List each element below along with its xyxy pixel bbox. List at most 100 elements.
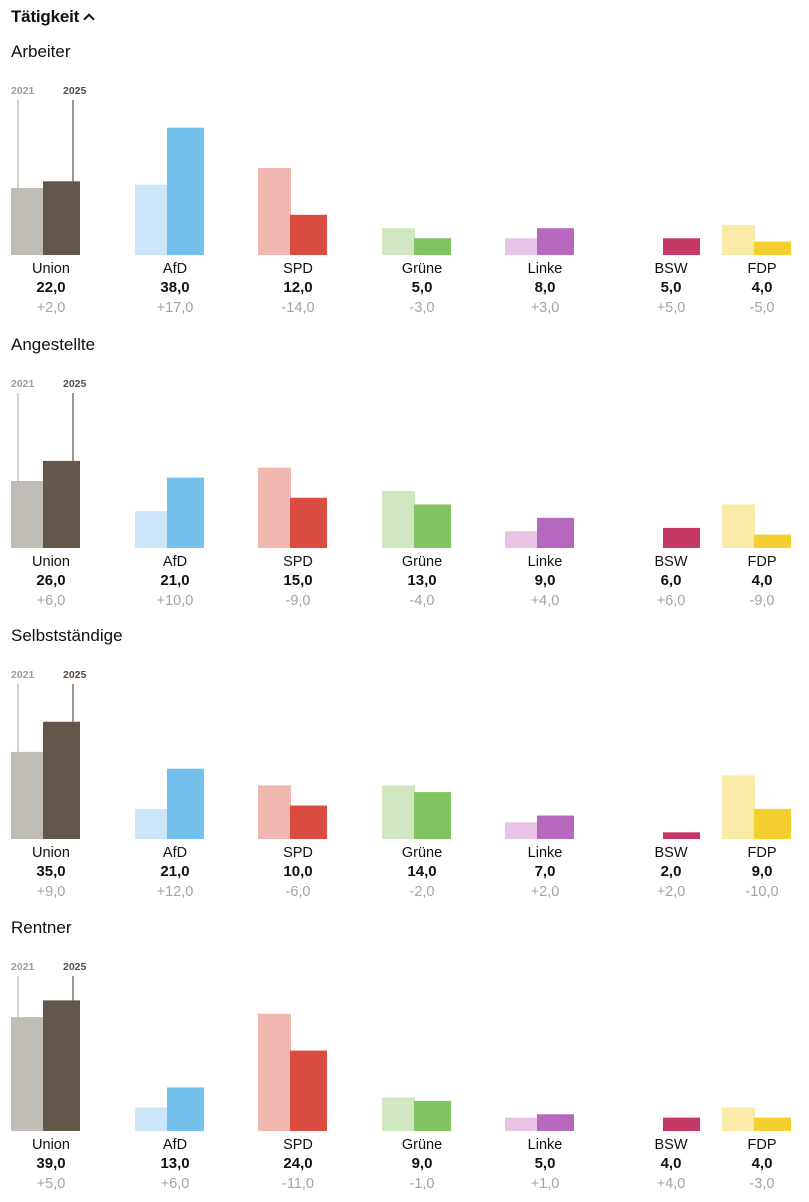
change-label: -14,0 xyxy=(281,300,314,316)
bar-chart: 2021 2025 Union 39,0 +5,0 AfD 13,0 +6,0 SPD 24,0 -… xyxy=(11,961,791,1192)
bar-2021-spd xyxy=(258,167,291,255)
value-label: 5,0 xyxy=(412,279,433,296)
bar-2025-spd xyxy=(290,805,327,839)
change-label: +2,0 xyxy=(37,300,66,316)
value-label: 4,0 xyxy=(752,572,773,589)
value-label: 35,0 xyxy=(36,863,65,880)
bar-2021-spd xyxy=(258,1013,291,1131)
change-label: +12,0 xyxy=(157,884,194,900)
bar-2021-spd xyxy=(258,785,291,839)
bar-2021-fdp xyxy=(722,224,755,255)
category-label: SPD xyxy=(283,845,313,861)
bar-2021-linke xyxy=(505,1117,538,1131)
category-label: Union xyxy=(32,554,70,570)
category-label: AfD xyxy=(163,1137,187,1153)
value-label: 38,0 xyxy=(160,279,189,296)
value-label: 22,0 xyxy=(36,279,65,296)
category-label: Grüne xyxy=(402,261,442,277)
category-label: AfD xyxy=(163,554,187,570)
year-label-2021: 2021 xyxy=(11,669,35,681)
change-label: -5,0 xyxy=(750,300,775,316)
change-label: -10,0 xyxy=(745,884,778,900)
bar-2025-union xyxy=(43,721,80,839)
value-label: 5,0 xyxy=(661,279,682,296)
change-label: -1,0 xyxy=(410,1176,435,1192)
category-label: FDP xyxy=(748,554,777,570)
bar-2025-linke xyxy=(537,815,574,839)
year-label-2021: 2021 xyxy=(11,961,35,973)
bar-2025-afd xyxy=(167,127,204,255)
bar-2025-linke xyxy=(537,1114,574,1131)
value-label: 14,0 xyxy=(407,863,436,880)
year-label-2025: 2025 xyxy=(63,85,87,97)
group-title: Rentner xyxy=(11,918,72,937)
category-label: Linke xyxy=(528,845,563,861)
year-label-2025: 2025 xyxy=(63,669,87,681)
value-label: 21,0 xyxy=(160,572,189,589)
change-label: +10,0 xyxy=(157,593,194,609)
bar-2025-spd xyxy=(290,1050,327,1131)
bar-2025-bsw xyxy=(663,238,700,255)
bar-2021-union xyxy=(11,1017,44,1131)
bar-2021-union xyxy=(11,751,44,839)
bar-2021-afd xyxy=(135,1107,168,1131)
bar-2021-grüne xyxy=(382,1097,415,1131)
bar-chart: 2021 2025 Union 22,0 +2,0 AfD 38,0 +17,0 SPD 12,0… xyxy=(11,85,791,316)
value-label: 7,0 xyxy=(535,863,556,880)
bar-2025-union xyxy=(43,1000,80,1131)
bar-2025-grüne xyxy=(414,792,451,839)
bar-chart: 2021 2025 Union 35,0 +9,0 AfD 21,0 +12,0 SPD 10,0… xyxy=(11,669,791,900)
change-label: -2,0 xyxy=(410,884,435,900)
bar-2025-union xyxy=(43,181,80,255)
category-label: Union xyxy=(32,1137,70,1153)
change-label: +4,0 xyxy=(531,593,560,609)
change-label: +4,0 xyxy=(657,1176,686,1192)
category-label: AfD xyxy=(163,845,187,861)
bar-2021-grüne xyxy=(382,491,415,548)
category-label: Linke xyxy=(528,261,563,277)
bar-2021-union xyxy=(11,481,44,548)
value-label: 24,0 xyxy=(283,1155,312,1172)
category-label: Union xyxy=(32,261,70,277)
bar-2025-union xyxy=(43,460,80,548)
change-label: +6,0 xyxy=(161,1176,190,1192)
bar-2025-fdp xyxy=(754,241,791,255)
bar-2025-afd xyxy=(167,1087,204,1131)
change-label: +6,0 xyxy=(657,593,686,609)
change-label: +2,0 xyxy=(657,884,686,900)
bar-2025-fdp xyxy=(754,534,791,548)
bar-2025-grüne xyxy=(414,504,451,548)
change-label: +1,0 xyxy=(531,1176,560,1192)
section-title: Tätigkeit xyxy=(11,7,80,26)
section-header[interactable]: Tätigkeit xyxy=(11,4,95,30)
bar-2021-fdp xyxy=(722,775,755,839)
value-label: 9,0 xyxy=(412,1155,433,1172)
change-label: +6,0 xyxy=(37,593,66,609)
group-title: Angestellte xyxy=(11,335,96,354)
change-label: +5,0 xyxy=(657,300,686,316)
bar-2021-union xyxy=(11,188,44,255)
bar-2021-linke xyxy=(505,822,538,839)
value-label: 13,0 xyxy=(407,572,436,589)
year-label-2021: 2021 xyxy=(11,378,35,390)
change-label: +9,0 xyxy=(37,884,66,900)
value-label: 13,0 xyxy=(160,1155,189,1172)
bar-2025-afd xyxy=(167,477,204,548)
change-label: -9,0 xyxy=(286,593,311,609)
change-label: -6,0 xyxy=(286,884,311,900)
category-label: AfD xyxy=(163,261,187,277)
bar-2025-fdp xyxy=(754,1117,791,1131)
value-label: 4,0 xyxy=(752,1155,773,1172)
category-label: Linke xyxy=(528,554,563,570)
category-label: Grüne xyxy=(402,1137,442,1153)
category-label: BSW xyxy=(654,261,687,277)
category-label: FDP xyxy=(748,261,777,277)
value-label: 9,0 xyxy=(535,572,556,589)
bar-2021-grüne xyxy=(382,228,415,255)
year-label-2025: 2025 xyxy=(63,961,87,973)
category-label: BSW xyxy=(654,1137,687,1153)
bar-2021-fdp xyxy=(722,1107,755,1131)
bar-2025-grüne xyxy=(414,1100,451,1131)
chevron-up-icon[interactable] xyxy=(83,13,95,25)
change-label: +2,0 xyxy=(531,884,560,900)
